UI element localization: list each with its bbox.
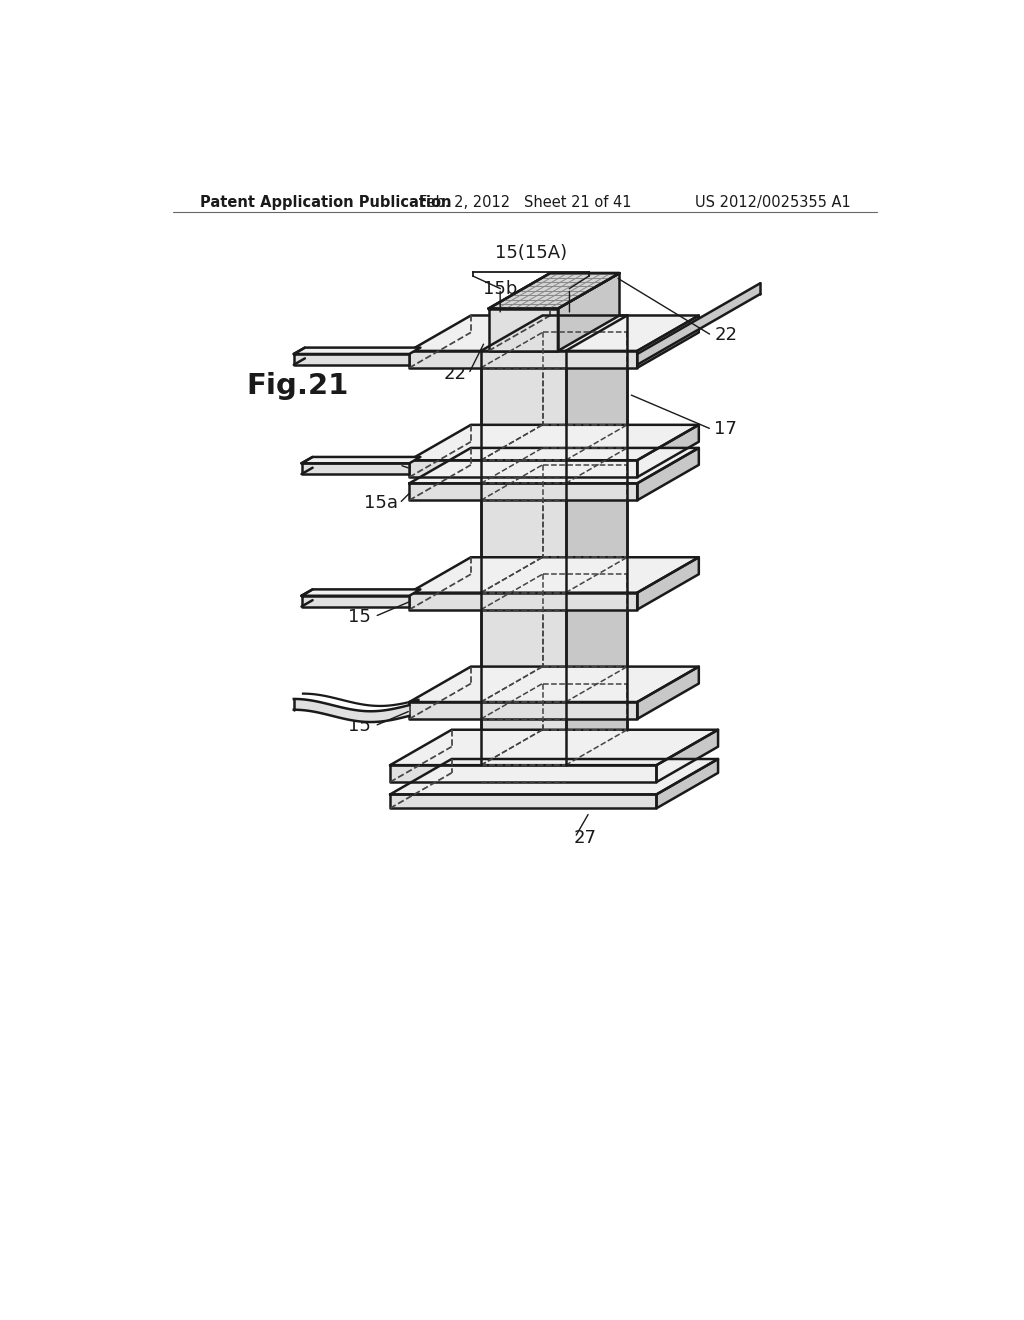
Polygon shape (481, 719, 565, 766)
Polygon shape (410, 425, 698, 461)
Polygon shape (637, 667, 698, 719)
Polygon shape (301, 590, 421, 595)
Polygon shape (488, 309, 558, 351)
Polygon shape (488, 273, 620, 309)
Text: 22: 22 (714, 326, 737, 345)
Polygon shape (390, 730, 718, 766)
Polygon shape (565, 333, 628, 461)
Polygon shape (390, 759, 718, 795)
Polygon shape (637, 315, 698, 368)
Polygon shape (558, 273, 620, 351)
Polygon shape (481, 610, 565, 702)
Polygon shape (294, 347, 421, 354)
Text: 15: 15 (348, 607, 371, 626)
Polygon shape (410, 315, 698, 351)
Text: 15: 15 (348, 717, 371, 735)
Polygon shape (488, 273, 620, 309)
Polygon shape (294, 354, 410, 364)
Polygon shape (301, 463, 410, 474)
Polygon shape (410, 593, 637, 610)
Polygon shape (481, 500, 565, 593)
Polygon shape (410, 447, 698, 483)
Text: Feb. 2, 2012   Sheet 21 of 41: Feb. 2, 2012 Sheet 21 of 41 (419, 195, 631, 210)
Polygon shape (481, 368, 565, 461)
Polygon shape (294, 700, 410, 722)
Text: 15a: 15a (553, 280, 587, 297)
Polygon shape (301, 457, 421, 463)
Text: 22: 22 (444, 366, 467, 383)
Polygon shape (637, 284, 761, 364)
Polygon shape (410, 702, 637, 719)
Polygon shape (390, 766, 656, 781)
Polygon shape (656, 759, 718, 808)
Polygon shape (390, 795, 656, 808)
Polygon shape (637, 447, 698, 500)
Polygon shape (637, 425, 698, 478)
Polygon shape (565, 574, 628, 702)
Text: 15(15A): 15(15A) (495, 244, 567, 263)
Polygon shape (410, 557, 698, 593)
Polygon shape (637, 284, 761, 354)
Polygon shape (410, 483, 637, 500)
Polygon shape (410, 351, 637, 368)
Polygon shape (565, 465, 628, 593)
Text: Fig.21: Fig.21 (246, 371, 348, 400)
Text: 15b: 15b (483, 280, 517, 297)
Polygon shape (301, 595, 410, 607)
Text: Patent Application Publication: Patent Application Publication (200, 195, 452, 210)
Text: 27: 27 (573, 829, 596, 846)
Polygon shape (656, 730, 718, 781)
Text: US 2012/0025355 A1: US 2012/0025355 A1 (694, 195, 851, 210)
Text: 17: 17 (714, 421, 737, 438)
Text: 15a: 15a (364, 495, 397, 512)
Polygon shape (637, 557, 698, 610)
Polygon shape (410, 667, 698, 702)
Polygon shape (565, 684, 628, 766)
Text: 15b: 15b (364, 455, 397, 474)
Polygon shape (410, 461, 637, 478)
